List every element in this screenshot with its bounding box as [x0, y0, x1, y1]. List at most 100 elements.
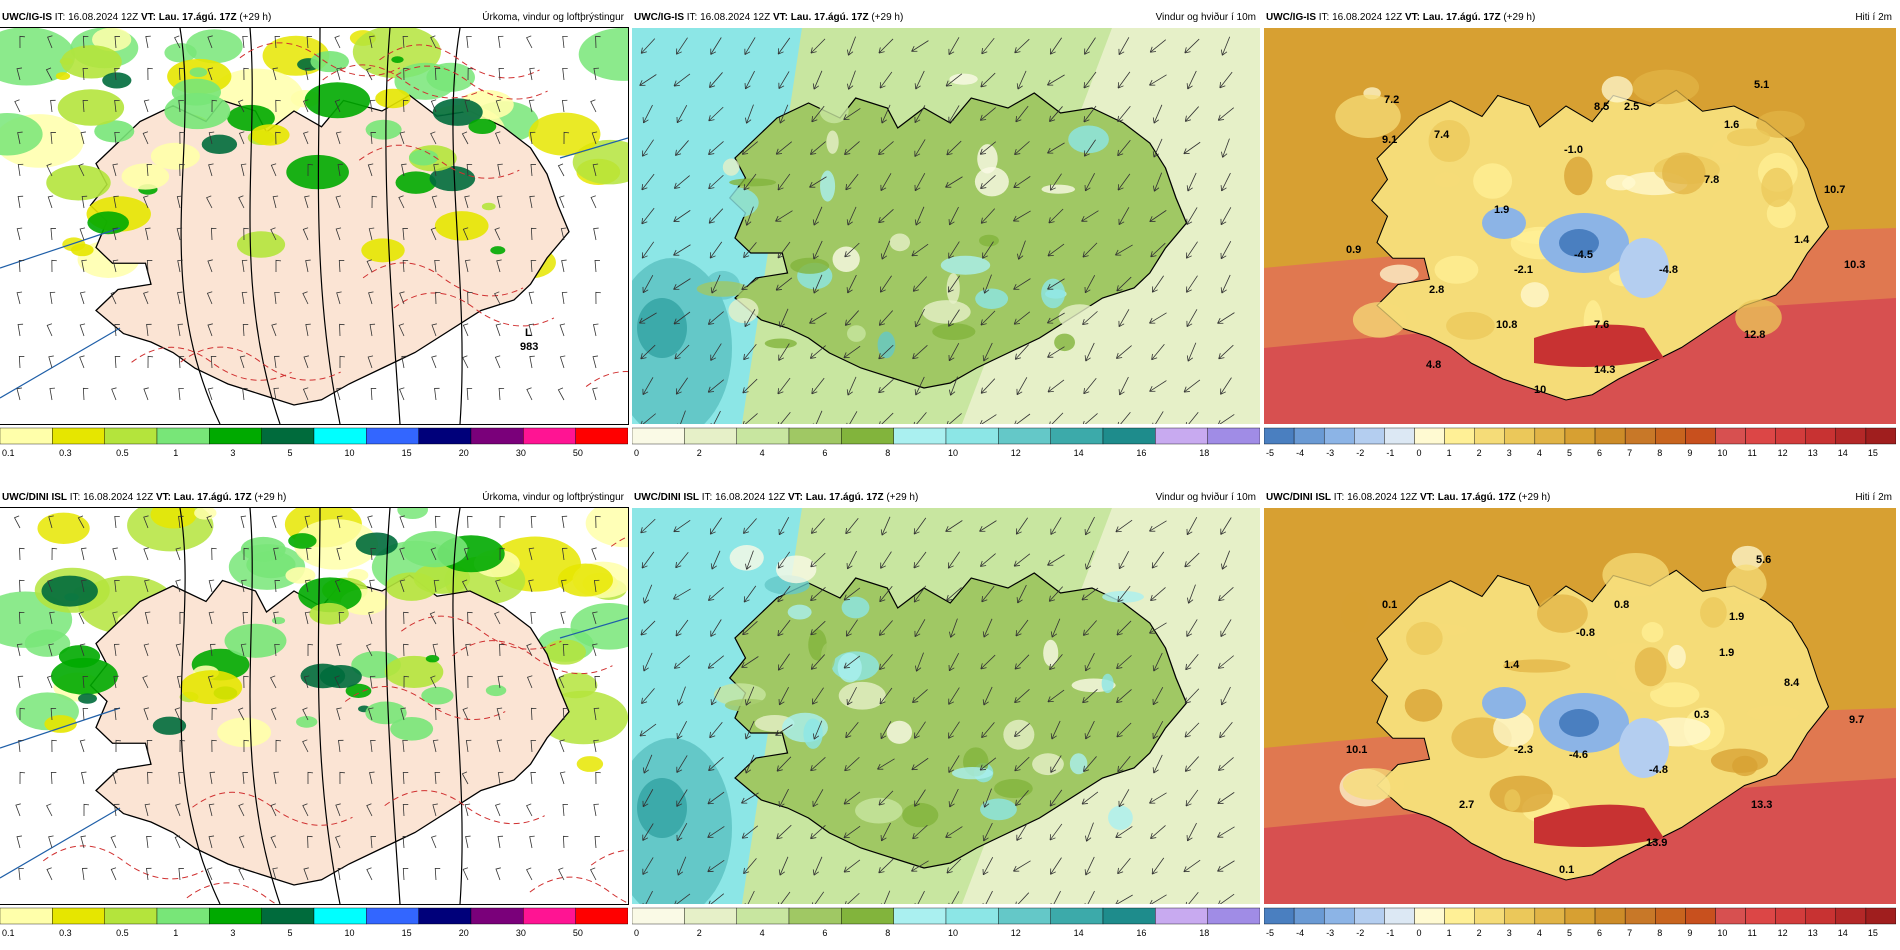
colorbar-swatch — [998, 907, 1051, 925]
wind-arrow — [982, 686, 993, 706]
wind-arrow — [1015, 517, 1028, 535]
wind-arrow — [982, 890, 993, 904]
wind-arrow — [777, 173, 791, 191]
wind-arrow — [1150, 587, 1166, 602]
wind-arrow — [810, 38, 826, 54]
wind-arrow — [878, 141, 894, 155]
temperature-label: 2.7 — [1459, 799, 1474, 811]
temperature-label: 7.8 — [1704, 174, 1719, 186]
wind-barb — [208, 803, 215, 817]
wind-arrow — [812, 70, 823, 90]
wind-arrow — [880, 822, 891, 842]
colorbar-tick-label: 3 — [1507, 928, 1512, 938]
wind-arrow — [1183, 141, 1201, 155]
wind-arrow — [676, 755, 688, 773]
temp-area — [1404, 688, 1443, 722]
wind-arrow — [914, 721, 926, 739]
wind-arrow — [1218, 586, 1234, 602]
wind-arrow — [642, 139, 654, 157]
colorbar-swatch — [470, 907, 524, 925]
wind-arrow — [878, 412, 894, 424]
wind-arrow — [982, 822, 993, 842]
wind-arrow — [1217, 826, 1235, 838]
wind-barb — [110, 291, 117, 305]
wind-area — [701, 113, 738, 130]
wind-arrow — [1219, 722, 1233, 739]
wind-arrow — [1183, 859, 1201, 873]
panel-title: Úrkoma, vindur og loftþrýstingur — [482, 12, 624, 23]
wind-barb — [302, 387, 309, 401]
colorbar-swatch — [418, 907, 472, 925]
wind-arrow — [1014, 723, 1030, 737]
colorbar-tick-label: 10 — [345, 448, 355, 458]
wind-barb — [146, 259, 153, 273]
wind-barb — [241, 579, 247, 593]
colorbar-tick-label: 8 — [1657, 448, 1662, 458]
precip-area — [60, 45, 122, 79]
wind-barb — [528, 99, 535, 113]
wind-arrow — [1014, 141, 1030, 156]
precip-area — [298, 577, 362, 613]
wind-barb — [336, 387, 342, 401]
vt-label: VT: — [772, 12, 788, 23]
wind-barb — [48, 515, 54, 529]
temp-map[interactable]: 7.2 8.5 2.5 5.1 9.1 7.4 -1.0 1.6 7.8 10.7 1.9 0.9 -2… — [1264, 28, 1896, 424]
wind-barb — [335, 227, 342, 241]
wind-barb — [368, 227, 375, 241]
isobar — [249, 28, 281, 424]
colorbar-tick-label: 1 — [173, 448, 178, 458]
panel-ig-is-temp: UWC/IG-IS IT: 16.08.2024 12Z VT: Lau. 17… — [1264, 10, 1896, 460]
wind-barb — [271, 515, 278, 529]
wind-barb — [142, 131, 149, 145]
wind-barb — [209, 771, 216, 785]
wind-barb — [463, 547, 470, 561]
colorbar-swatch — [1685, 907, 1716, 925]
colorbar-tick-label: 12 — [1778, 448, 1788, 458]
wind-arrow — [1151, 857, 1165, 875]
precip-map[interactable] — [0, 507, 629, 905]
wind-barb — [81, 579, 87, 593]
wind-arrow — [1084, 856, 1095, 876]
wind-arrow — [1084, 720, 1095, 740]
wind-arrow — [1220, 619, 1232, 637]
wind-arrow — [843, 655, 861, 669]
wind-arrow — [1016, 377, 1028, 396]
wind-barb — [147, 67, 153, 81]
wind-arrow — [948, 891, 960, 904]
temp-map[interactable]: 5.6 0.1 0.8 1.9 -0.8 1.9 1.4 8.4 0.3 9.7 10.1 -2.3 -… — [1264, 508, 1896, 904]
init-time: 16.08.2024 12Z — [700, 12, 771, 23]
wind-barb — [495, 131, 501, 145]
wind-barb — [208, 131, 215, 145]
wind-map[interactable] — [632, 508, 1260, 904]
wind-arrow — [880, 721, 892, 740]
colorbar-tick-label: 0.3 — [59, 448, 72, 458]
wind-barb — [557, 387, 565, 401]
wind-arrow — [879, 71, 893, 89]
wind-area — [820, 170, 836, 202]
wind-arrow — [878, 620, 893, 636]
precip-map[interactable]: L 983 — [0, 27, 629, 425]
wind-arrow — [640, 620, 656, 636]
wind-arrow — [741, 656, 759, 668]
wind-map[interactable] — [632, 28, 1260, 424]
wind-barb — [19, 771, 26, 785]
wind-barb — [15, 803, 21, 817]
wind-arrow — [742, 620, 758, 636]
wind-barb — [561, 547, 568, 561]
wind-barb — [462, 355, 469, 369]
colorbar-swatch — [104, 427, 158, 445]
precip-area — [121, 163, 170, 190]
wind-colorbar: 0 2 4 6 8 10 12 14 16 18 — [632, 906, 1260, 940]
precip-area — [94, 120, 135, 143]
wind-arrow — [743, 173, 757, 191]
wind-barb — [45, 67, 53, 81]
wind-barb — [467, 515, 473, 529]
lat-line — [0, 807, 121, 879]
wind-arrow — [1050, 173, 1062, 191]
wind-barb — [562, 835, 569, 849]
wind-arrow — [741, 278, 759, 290]
precip-area — [152, 716, 187, 735]
wind-arrow — [778, 788, 789, 808]
wind-barb — [559, 739, 565, 753]
wind-arrow — [708, 587, 724, 601]
